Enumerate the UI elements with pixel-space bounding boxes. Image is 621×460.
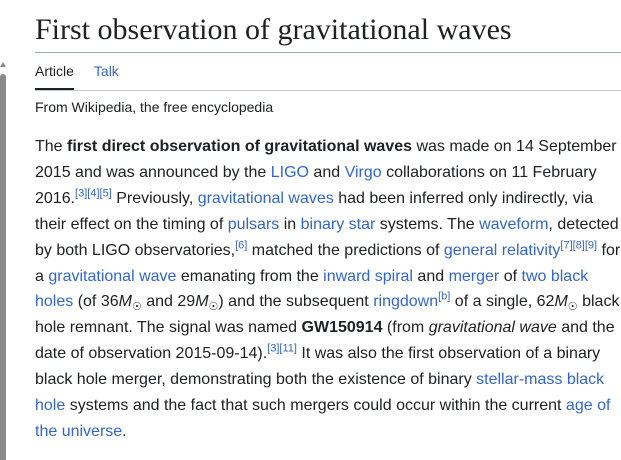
text: systems and the fact that such mergers c… <box>65 397 566 415</box>
ref-3-11[interactable]: [3][11] <box>267 342 297 355</box>
link-binary-star[interactable]: binary star <box>300 215 376 233</box>
site-tagline: From Wikipedia, the free encyclopedia <box>35 99 274 115</box>
text: and the date of observation 2015-09-14). <box>35 319 615 363</box>
text: black hole remnant. The signal was named <box>35 293 620 337</box>
lead-paragraph: The first direct observation of gravitat… <box>35 134 621 445</box>
scrollbar[interactable] <box>0 62 7 460</box>
note-b[interactable]: [b] <box>438 291 451 304</box>
ref-3-4-5[interactable]: [3][4][5] <box>75 187 112 200</box>
text: collaborations on 11 February 2016. <box>35 163 597 207</box>
text: had been inferred only indirectly, via t… <box>35 189 594 233</box>
link-stellar-mass-black-hole[interactable]: stellar-mass black hole <box>35 371 605 415</box>
link-gravitational-wave[interactable]: gravitational wave <box>48 267 177 285</box>
text: (from <box>382 319 429 337</box>
link-gravitational-waves[interactable]: gravitational waves <box>197 189 334 207</box>
text: ) and the subsequent <box>218 293 374 311</box>
text: It was also the first observation of a b… <box>35 345 601 389</box>
page-tabs: Article Talk <box>35 60 119 90</box>
scroll-up-arrow-icon[interactable] <box>0 62 6 67</box>
bold-term: first direct observation of gravitationa… <box>67 138 412 155</box>
scroll-thumb[interactable] <box>0 74 6 460</box>
link-two-black-holes[interactable]: two black holes <box>35 267 589 311</box>
text: The <box>35 138 68 155</box>
text: was made on 14 September 2015 and was an… <box>35 138 617 181</box>
link-age-of-the-universe[interactable]: age of the universe <box>35 397 611 440</box>
text: (of 36 <box>73 293 119 311</box>
solar-mass-symbol: M <box>118 293 132 311</box>
text: of <box>499 267 522 285</box>
link-general-relativity[interactable]: general relativity <box>443 241 561 259</box>
tab-talk[interactable]: Talk <box>93 63 119 79</box>
text: matched the predictions of <box>247 241 444 259</box>
link-ligo[interactable]: LIGO <box>270 163 309 181</box>
ref-7-8-9[interactable]: [7][8][9] <box>560 239 598 252</box>
link-inward-spiral[interactable]: inward spiral <box>323 267 413 285</box>
text: . <box>122 422 127 440</box>
sun-icon: ☉ <box>208 301 219 314</box>
page-title: First observation of gravitational waves <box>35 13 512 46</box>
tab-article[interactable]: Article <box>35 60 74 90</box>
signal-name: GW150914 <box>301 319 383 337</box>
text: and <box>308 163 345 181</box>
link-pulsars[interactable]: pulsars <box>227 215 280 233</box>
text: in <box>279 215 301 233</box>
sun-icon: ☉ <box>131 301 142 314</box>
sun-icon: ☉ <box>567 301 578 314</box>
solar-mass-symbol: M <box>554 293 568 311</box>
text: of a single, 62 <box>450 293 555 311</box>
link-virgo[interactable]: Virgo <box>344 163 382 181</box>
italic-term: gravitational wave <box>428 319 557 337</box>
text: , detected by both LIGO observatories, <box>35 215 619 259</box>
link-merger[interactable]: merger <box>448 267 500 285</box>
text: and 29 <box>141 293 196 311</box>
text: for a <box>35 241 621 285</box>
text: Previously, <box>111 189 198 207</box>
text: and <box>412 267 449 285</box>
text: emanating from the <box>176 267 324 285</box>
tabs-divider <box>35 90 621 91</box>
link-ringdown[interactable]: ringdown <box>373 293 439 311</box>
solar-mass-symbol: M <box>195 293 209 311</box>
link-waveform[interactable]: waveform <box>479 215 549 233</box>
text: systems. The <box>375 215 480 233</box>
title-divider <box>35 52 621 53</box>
ref-6[interactable]: [6] <box>235 239 248 252</box>
